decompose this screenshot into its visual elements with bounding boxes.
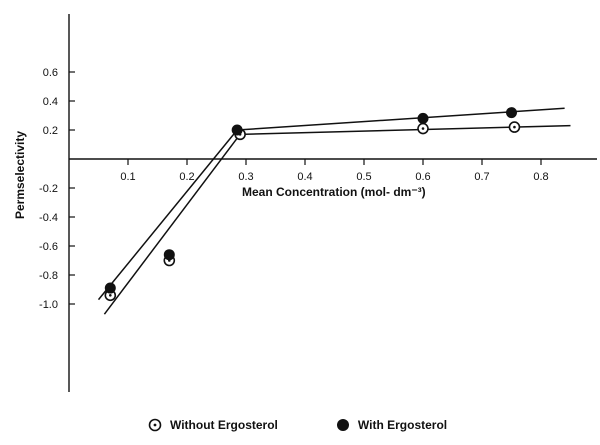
data-point-without-ergosterol (508, 121, 521, 133)
x-tick-label: 0.4 (297, 171, 312, 183)
data-point-with-ergosterol (163, 249, 175, 261)
data-point-with-ergosterol (104, 282, 116, 294)
y-tick-label: 0.6 (43, 67, 58, 79)
x-tick-label: 0.6 (415, 171, 430, 183)
x-tick-label: 0.2 (179, 171, 194, 183)
axes: 0.1 0.2 0.3 0.4 0.5 0.6 0.7 0.8 0.6 0.4 0.2 -0.2 -0.… (39, 14, 597, 392)
data-point-with-ergosterol (506, 107, 517, 119)
x-tick-label: 0.8 (533, 171, 548, 183)
y-tick-label: -1.0 (39, 299, 58, 311)
data-points (104, 107, 521, 302)
legend-item-with-ergosterol: With Ergosterol (336, 418, 447, 432)
y-axis-title: Permselectivity (13, 131, 27, 219)
data-point-with-ergosterol (417, 112, 429, 124)
legend: Without Ergosterol With Ergosterol (148, 418, 505, 432)
legend-filled-circle-icon (336, 419, 349, 431)
y-tick-label: 0.4 (43, 96, 58, 108)
fit-line-with-ergosterol (97, 129, 238, 301)
x-tick-label: 0.3 (238, 171, 253, 183)
y-tick-label: -0.4 (39, 212, 58, 224)
x-axis-title: Mean Concentration (mol- dm⁻³) (242, 185, 426, 199)
legend-label-without-ergosterol: Without Ergosterol (170, 418, 278, 432)
x-tick-label: 0.7 (474, 171, 489, 183)
legend-open-circle-icon (148, 418, 162, 432)
data-point-with-ergosterol (231, 124, 243, 136)
y-tick-label: 0.2 (43, 125, 58, 137)
data-point-without-ergosterol (417, 122, 429, 135)
y-tick-label: -0.8 (39, 270, 58, 282)
fit-lines (97, 107, 571, 315)
y-tick-label: -0.6 (39, 241, 58, 253)
x-tick-label: 0.5 (356, 171, 371, 183)
legend-label-with-ergosterol: With Ergosterol (357, 418, 448, 432)
x-tick-label: 0.1 (120, 171, 135, 183)
legend-item-without-ergosterol: Without Ergosterol (148, 418, 278, 432)
y-tick-label: -0.2 (39, 183, 58, 195)
fit-line-without-ergosterol (103, 133, 241, 315)
